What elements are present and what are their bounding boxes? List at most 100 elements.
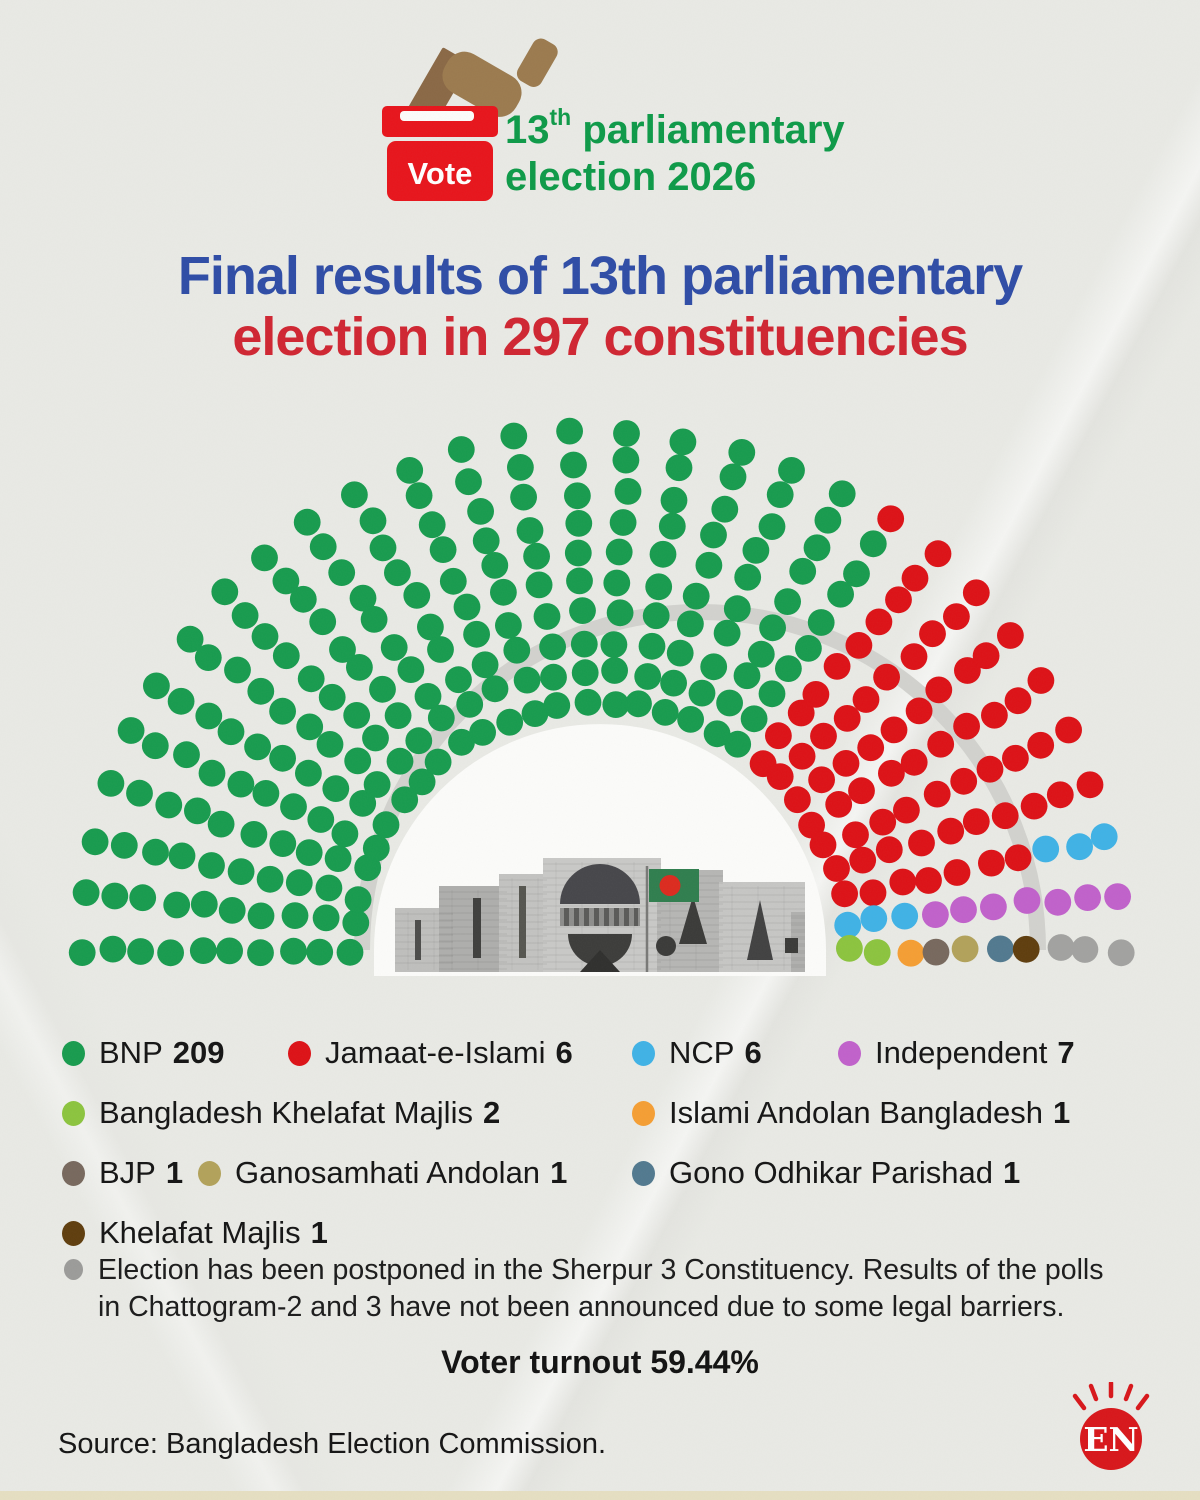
seat-dot [915, 867, 942, 894]
seat-dot [943, 859, 971, 886]
seat-dot [1002, 744, 1029, 772]
legend-dot-icon [62, 1220, 85, 1246]
seat-dot [951, 935, 979, 963]
seat-dot [155, 791, 183, 819]
legend-value: 7 [1057, 1035, 1075, 1070]
seat-dot [614, 478, 642, 505]
seat-dot [99, 935, 127, 963]
seat-dot [312, 904, 340, 932]
seat-dot [163, 891, 191, 919]
seat-dot [723, 595, 751, 623]
seat-dot [877, 505, 905, 533]
seat-dot [897, 939, 925, 967]
seat-dot [244, 733, 271, 761]
seat-dot [1047, 934, 1075, 961]
seat-dot [101, 882, 129, 910]
seat-dot [516, 517, 544, 544]
seat-dot [842, 821, 869, 849]
seat-dot [439, 567, 467, 595]
seat-dot [173, 741, 200, 769]
seat-dot [758, 680, 786, 708]
ballot-box-lid [382, 106, 498, 137]
seat-dot [247, 939, 274, 967]
seat-dot [429, 536, 457, 563]
seat-dot [788, 742, 816, 770]
seat-dot [766, 481, 794, 508]
turnout-value: 59.44% [650, 1344, 759, 1380]
seat-dot [97, 770, 125, 797]
seat-dot [315, 874, 343, 902]
seat-dot [343, 702, 371, 729]
seat-dot [329, 636, 356, 663]
seat-dot [424, 748, 452, 776]
logo-rays-icon [1072, 1382, 1150, 1411]
header-ordinal: th [549, 104, 572, 130]
legend-label: Ganosamhati Andolan [235, 1155, 541, 1190]
seat-dot [953, 712, 980, 740]
seat-dot [445, 666, 472, 694]
seat-dot [885, 586, 912, 614]
seat-dot [309, 608, 337, 636]
seat-dot [962, 808, 990, 835]
seat-dot [863, 939, 891, 966]
seat-dot [569, 597, 596, 624]
seat-dot [972, 642, 1000, 670]
seat-dot [1104, 883, 1131, 910]
seat-dot [688, 679, 716, 707]
seat-dot [649, 540, 677, 568]
legend-label: BJP [99, 1155, 156, 1190]
seat-dot [306, 938, 334, 966]
seat-dot [463, 620, 490, 648]
legend-label: Khelafat Majlis [99, 1215, 301, 1250]
seat-dot [845, 632, 873, 659]
legend-item-gono-odhikar-parishad: Gono Odhikar Parishad 1 [632, 1155, 1020, 1190]
seat-dot [740, 705, 768, 733]
seat-dot [272, 642, 300, 670]
seat-dot [207, 810, 235, 838]
seat-dot [403, 582, 431, 609]
seat-dot [1012, 935, 1040, 963]
seat-dot [384, 702, 412, 729]
seat-dot [765, 722, 792, 750]
seat-dot [523, 542, 550, 570]
seat-dot [950, 767, 978, 795]
seat-dot [405, 482, 433, 509]
seat-dot [117, 717, 145, 744]
seat-dot [363, 771, 391, 798]
voter-turnout: Voter turnout 59.44% [0, 1344, 1200, 1381]
seat-dot [669, 428, 697, 456]
seat-dot [880, 716, 908, 744]
seat-dot [677, 610, 704, 638]
seat-dot [471, 651, 499, 679]
seat-dot [418, 511, 446, 539]
legend-label: Jamaat-e-Islami [325, 1035, 546, 1070]
seat-dot [859, 879, 887, 907]
seat-dot [251, 544, 278, 572]
seat-dot [189, 937, 217, 964]
seat-dot [143, 672, 170, 700]
seat-dot [467, 498, 494, 525]
seat-dot [269, 697, 296, 725]
seat-dot [834, 911, 862, 939]
seat-dot [500, 422, 528, 450]
seat-dot [349, 584, 377, 612]
seat-dot [1107, 939, 1135, 967]
legend-label: Islami Andolan Bangladesh [669, 1095, 1043, 1130]
seat-dot [218, 897, 246, 924]
seat-dot [359, 507, 387, 535]
seat-dot [384, 559, 411, 587]
seat-dot [472, 527, 500, 555]
seat-dot [789, 557, 817, 585]
seat-dot [1020, 792, 1048, 820]
seat-dot [453, 593, 481, 621]
seat-dot [307, 806, 335, 833]
seat-dot [724, 730, 752, 758]
seat-dot [362, 834, 390, 862]
legend-label: NCP [669, 1035, 735, 1070]
seat-dot [295, 759, 322, 787]
parliament-seat-chart [68, 417, 1135, 976]
seat-dot [734, 563, 762, 591]
seat-dot [543, 692, 571, 719]
legend-item-independent: Independent 7 [838, 1035, 1075, 1070]
seat-dot [905, 697, 933, 725]
